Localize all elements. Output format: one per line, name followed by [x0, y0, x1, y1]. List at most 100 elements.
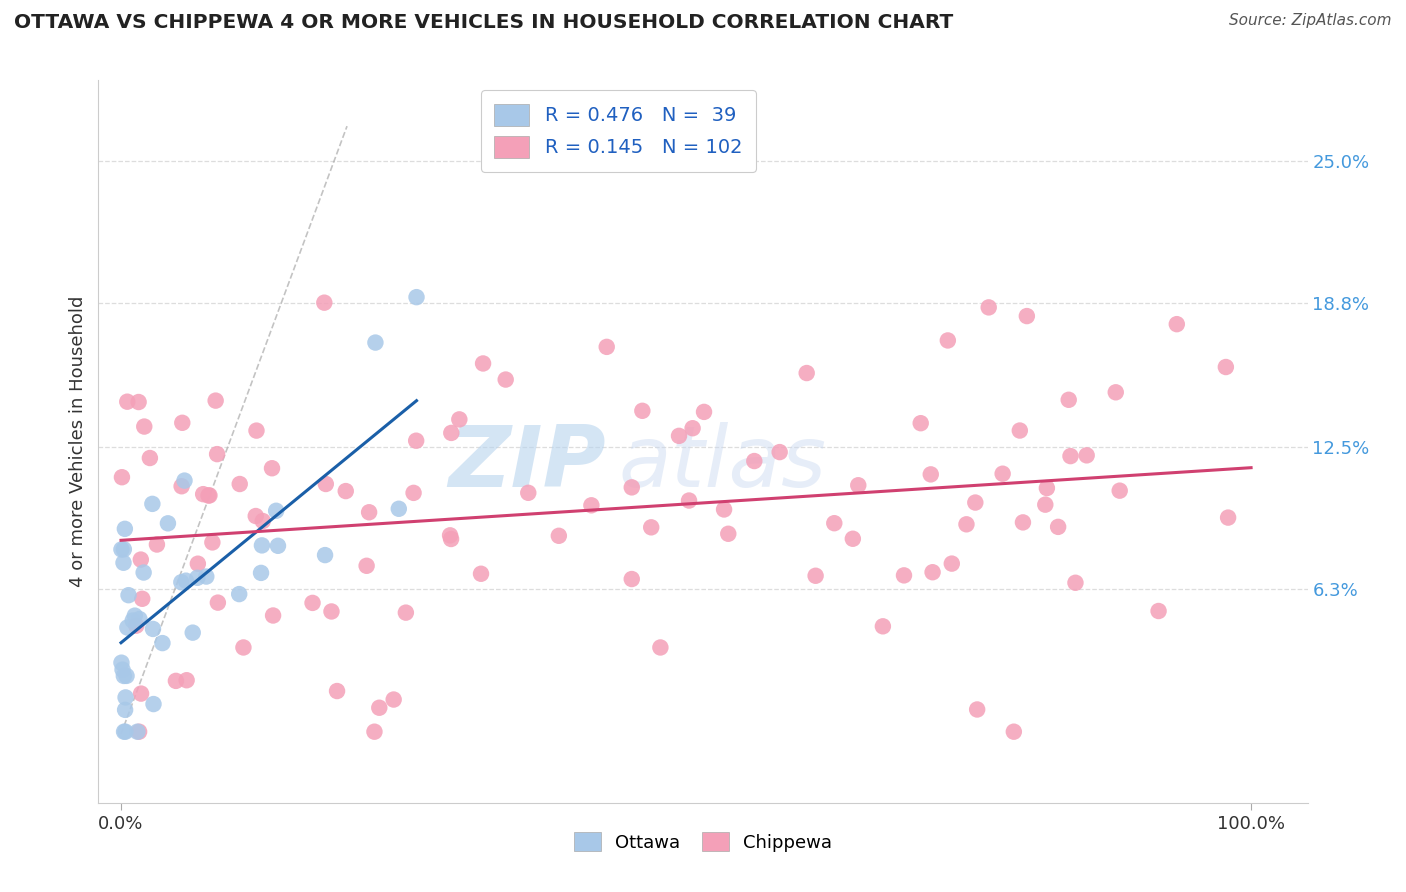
Point [204, 393, 226, 408]
Point [139, 450, 162, 465]
Point [620, 572, 643, 586]
Point [176, 673, 198, 688]
Point [581, 498, 603, 512]
Point [693, 405, 716, 419]
Point [823, 516, 845, 531]
Point [193, 487, 215, 501]
Point [111, 470, 134, 484]
Point [114, 724, 136, 739]
Point [132, 566, 155, 580]
Point [1012, 516, 1035, 530]
Point [1036, 481, 1059, 495]
Point [921, 566, 943, 580]
Point [405, 290, 427, 304]
Point [207, 596, 229, 610]
Point [717, 526, 740, 541]
Text: atlas: atlas [619, 422, 827, 505]
Point [165, 673, 187, 688]
Point [1215, 359, 1237, 374]
Point [846, 478, 869, 492]
Point [112, 724, 135, 739]
Point [796, 366, 818, 380]
Point [260, 461, 283, 475]
Point [359, 505, 381, 519]
Point [936, 334, 959, 348]
Point [440, 425, 463, 440]
Point [650, 640, 672, 655]
Point [668, 429, 690, 443]
Point [314, 295, 336, 310]
Point [910, 416, 932, 430]
Point [250, 566, 273, 580]
Point [245, 509, 267, 524]
Point [1059, 449, 1081, 463]
Point [131, 591, 153, 606]
Point [742, 454, 765, 468]
Point [405, 434, 427, 448]
Point [382, 692, 405, 706]
Point [1064, 575, 1087, 590]
Point [187, 557, 209, 571]
Point [170, 575, 193, 590]
Point [596, 340, 619, 354]
Point [977, 301, 1000, 315]
Point [1033, 498, 1056, 512]
Point [129, 552, 152, 566]
Point [128, 612, 150, 626]
Point [134, 419, 156, 434]
Point [335, 484, 357, 499]
Point [197, 488, 219, 502]
Point [112, 542, 135, 557]
Point [250, 538, 273, 552]
Point [314, 548, 336, 562]
Point [156, 516, 179, 531]
Point [1008, 424, 1031, 438]
Point [174, 574, 197, 588]
Point [713, 502, 735, 516]
Point [172, 416, 194, 430]
Point [439, 528, 461, 542]
Point [678, 493, 700, 508]
Point [110, 656, 132, 670]
Point [267, 539, 290, 553]
Point [115, 669, 138, 683]
Point [363, 724, 385, 739]
Point [128, 724, 150, 739]
Point [117, 394, 139, 409]
Point [125, 618, 148, 632]
Point [129, 687, 152, 701]
Point [128, 395, 150, 409]
Point [356, 558, 378, 573]
Point [321, 604, 343, 618]
Point [402, 486, 425, 500]
Point [121, 614, 143, 628]
Point [198, 488, 221, 502]
Point [941, 557, 963, 571]
Text: ZIP: ZIP [449, 422, 606, 505]
Point [395, 606, 418, 620]
Point [264, 504, 287, 518]
Point [640, 520, 662, 534]
Text: Source: ZipAtlas.com: Source: ZipAtlas.com [1229, 13, 1392, 29]
Point [872, 619, 894, 633]
Point [142, 697, 165, 711]
Point [804, 568, 827, 582]
Point [388, 501, 411, 516]
Point [173, 474, 195, 488]
Point [142, 622, 165, 636]
Point [955, 517, 977, 532]
Point [301, 596, 323, 610]
Point [368, 700, 391, 714]
Point [1147, 604, 1170, 618]
Point [315, 477, 337, 491]
Point [1108, 483, 1130, 498]
Point [245, 424, 267, 438]
Point [252, 514, 274, 528]
Point [1015, 309, 1038, 323]
Point [1076, 448, 1098, 462]
Point [631, 404, 654, 418]
Point [112, 669, 135, 683]
Point [1216, 510, 1239, 524]
Point [326, 684, 349, 698]
Point [110, 542, 132, 557]
